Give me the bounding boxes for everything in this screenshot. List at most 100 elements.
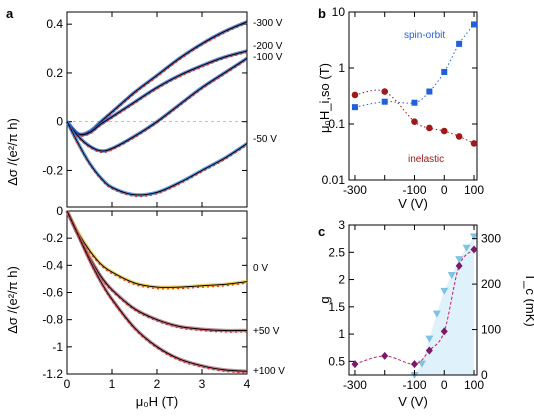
series-label: spin-orbit [404, 30, 445, 41]
x-tick-label: 0 [441, 378, 448, 392]
series-label: -100 V [253, 52, 283, 63]
y-tick-label: 0 [56, 204, 63, 218]
plot-frame [66, 11, 248, 208]
x-tick-label: 1 [109, 377, 116, 391]
x-axis-label: V (V) [398, 394, 428, 409]
data-point [426, 88, 433, 95]
data-point [426, 124, 433, 132]
g-data-point [351, 360, 359, 369]
y-axis-label: μ₀H_i,so (T) [317, 63, 332, 133]
series-label: -200 V [253, 41, 283, 52]
series-fit-line [66, 210, 248, 288]
y-axis-label: Δσ /(e²/π h) [5, 118, 20, 186]
x-tick-label: 100 [464, 183, 484, 197]
data-point [381, 88, 389, 95]
series-data-points [66, 212, 248, 374]
series-data-points [66, 22, 248, 137]
y-tick-label: -0.2 [42, 163, 63, 177]
series-data-points [66, 212, 248, 290]
y-tick-label: 0.5 [328, 354, 345, 368]
data-point [381, 98, 388, 105]
series-label: -50 V [253, 134, 277, 145]
y-tick-label: 0.4 [46, 17, 63, 31]
data-point [411, 118, 418, 125]
panel-label-c: c [318, 224, 325, 239]
series-label: +100 V [253, 366, 285, 377]
y2-tick-label: 100 [481, 323, 501, 337]
y-axis-label: g [317, 296, 332, 303]
x-tick-label: 100 [464, 378, 484, 392]
data-point [351, 91, 359, 99]
panel-a: -0.200.20.4 -300 V-200 V-100 V-50 V-1.2-1… [5, 11, 285, 409]
series-band [65, 120, 248, 197]
x-tick-label: -300 [343, 183, 367, 197]
tc-data-point [462, 244, 471, 252]
series-fit-line [66, 50, 248, 136]
series-label: -300 V [253, 18, 283, 29]
data-point [455, 133, 463, 140]
panel-label-b: b [318, 6, 326, 21]
panel-b: 0.01 0.1 1 10 -300 -100 0 100 spin-orbit inelasti… [317, 5, 484, 211]
series-label: +50 V [253, 326, 280, 337]
tc-data-point [447, 272, 456, 279]
y-tick-label: 0.1 [328, 117, 345, 131]
tc-data-point [425, 335, 434, 343]
panel-label-a: a [6, 6, 14, 21]
tc-area [414, 236, 474, 375]
tc-data-point [440, 287, 449, 295]
series-data-points [66, 122, 248, 198]
plot-frame [348, 11, 478, 181]
y-tick-label: -0.6 [42, 286, 63, 300]
tc-data-point [455, 256, 464, 264]
y-tick-label: 3 [338, 218, 345, 232]
g-data-point [425, 346, 433, 355]
y2-axis-label: T_c (mK) [523, 273, 534, 326]
series-fit-line [66, 57, 248, 152]
series-band [65, 210, 248, 290]
x-axis-label: μ₀H (T) [136, 394, 179, 409]
y-tick-label: 1 [338, 61, 345, 75]
plot-frame [348, 224, 478, 376]
g-data-point [410, 360, 418, 369]
y-tick-label: 1 [338, 327, 345, 341]
g-data-point [440, 327, 448, 336]
y-tick-label: 1.5 [328, 300, 345, 314]
g-data-point [381, 351, 389, 360]
y2-tick-label: 300 [481, 232, 501, 246]
g-data-point [455, 261, 463, 270]
series-label: 0 V [253, 263, 268, 274]
y-tick-label: -0.4 [42, 258, 63, 272]
y-tick-label: -1.2 [42, 367, 63, 381]
x-tick-label: 3 [199, 377, 206, 391]
y-tick-label: 0.01 [322, 173, 346, 187]
series-fit-line [66, 210, 248, 372]
y-tick-label: 2.5 [328, 245, 345, 259]
data-point [471, 21, 478, 28]
y-tick-label: 10 [332, 5, 346, 19]
plot-frame [66, 210, 248, 375]
x-tick-label: -300 [343, 378, 367, 392]
y-axis-label: Δσ /(e²/π h) [5, 266, 20, 334]
series-band [65, 20, 248, 137]
x-tick-label: 0 [441, 183, 448, 197]
data-point [470, 140, 478, 147]
series-fit-line [66, 21, 248, 135]
y-tick-label: 2 [338, 273, 345, 287]
y-tick-label: -0.2 [42, 231, 63, 245]
x-tick-label: 2 [154, 377, 161, 391]
x-tick-label: 4 [244, 377, 251, 391]
y-tick-label: 0.2 [46, 66, 63, 80]
data-point [441, 68, 448, 75]
data-point [456, 40, 463, 47]
series-data-points [66, 212, 248, 333]
series-data-points [66, 51, 248, 137]
series-label: inelastic [408, 154, 444, 165]
y-tick-label: 0 [56, 115, 63, 129]
series-band [65, 56, 248, 153]
y2-tick-label: 0 [481, 368, 488, 382]
data-point [440, 127, 448, 135]
y-tick-label: -0.8 [42, 313, 63, 327]
series-fit-line [66, 121, 248, 196]
data-point [351, 104, 358, 111]
